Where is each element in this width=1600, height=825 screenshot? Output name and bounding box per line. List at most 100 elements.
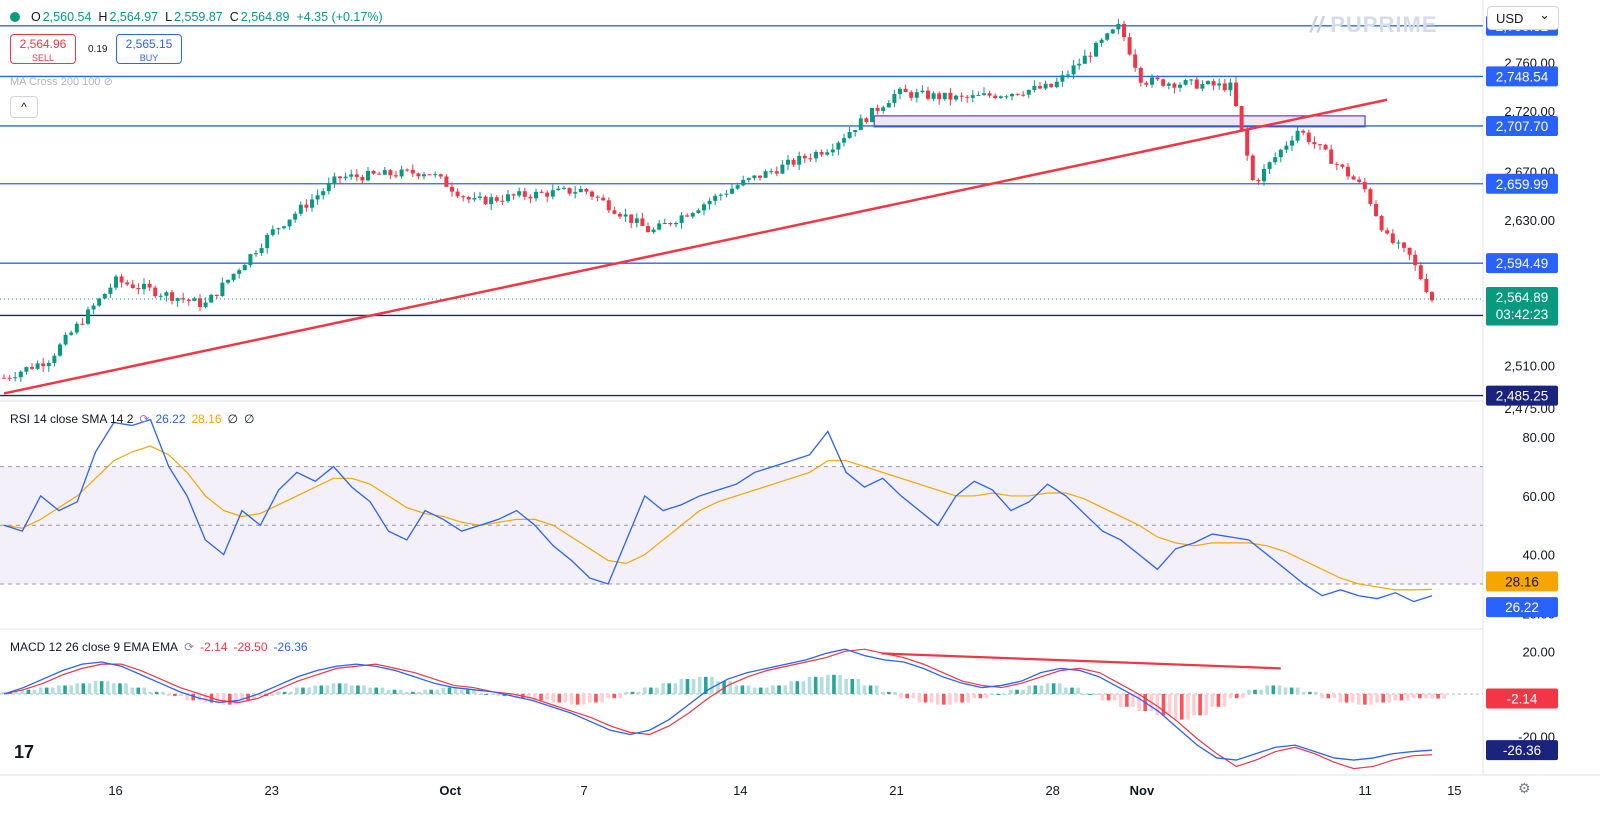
macd-histogram-bar bbox=[1436, 693, 1440, 699]
candle-body bbox=[1161, 79, 1166, 86]
candle-body bbox=[679, 215, 684, 223]
candle-body bbox=[528, 196, 533, 199]
macd-histogram-bar bbox=[1064, 687, 1068, 694]
candle-body bbox=[690, 213, 695, 217]
macd-histogram-bar bbox=[807, 676, 812, 694]
rsi-tick-label: 60.00 bbox=[1522, 489, 1555, 504]
candle-body bbox=[310, 199, 314, 208]
macd-histogram-bar bbox=[887, 691, 891, 694]
macd-histogram-bar bbox=[1027, 685, 1032, 694]
candle-body bbox=[214, 294, 219, 297]
candle-body bbox=[836, 142, 841, 150]
candle-body bbox=[1418, 265, 1423, 280]
candle-body bbox=[797, 155, 802, 165]
macd-histogram-bar bbox=[856, 679, 861, 694]
candle-body bbox=[276, 228, 281, 230]
candle-body bbox=[892, 93, 897, 104]
price-tick-label: 2,510.00 bbox=[1504, 359, 1555, 374]
candle-body bbox=[948, 92, 953, 100]
candle-body bbox=[97, 298, 102, 306]
macd-histogram-bar bbox=[960, 693, 964, 703]
macd-histogram-bar bbox=[356, 685, 360, 694]
buy-button[interactable]: 2,565.15 BUY bbox=[116, 34, 182, 64]
sell-label: SELL bbox=[31, 53, 55, 63]
candle-body bbox=[1402, 242, 1406, 248]
candle-body bbox=[1088, 55, 1093, 57]
macd-histogram-bar bbox=[862, 685, 867, 694]
macd-histogram-bar bbox=[929, 693, 934, 703]
candle-body bbox=[1334, 163, 1339, 165]
macd-histogram-bar bbox=[380, 687, 385, 694]
macd-histogram-bar bbox=[1137, 693, 1141, 712]
candle-body bbox=[338, 176, 342, 179]
candle-body bbox=[220, 282, 225, 297]
macd-histogram-bar bbox=[533, 693, 537, 701]
candle-body bbox=[618, 213, 622, 217]
macd-histogram-bar bbox=[740, 685, 745, 694]
macd-histogram-bar bbox=[911, 693, 916, 699]
candle-body bbox=[534, 191, 538, 199]
macd-histogram-bar bbox=[1033, 685, 1038, 694]
currency-label: USD bbox=[1496, 11, 1524, 26]
macd-histogram-bar bbox=[301, 687, 305, 694]
rsi-legend[interactable]: RSI 14 close SMA 14 2 ⟳ 26.22 28.16 ∅ ∅ bbox=[10, 412, 254, 426]
candle-body bbox=[612, 210, 617, 214]
ma-cross-legend[interactable]: MA Cross 200 100 ⊘ bbox=[10, 75, 113, 88]
collapse-legend-button[interactable]: ^ bbox=[10, 96, 38, 118]
macd-legend[interactable]: MACD 12 26 close 9 EMA EMA ⟳ -2.14 -28.5… bbox=[10, 640, 308, 654]
candle-body bbox=[1301, 130, 1306, 133]
candle-body bbox=[13, 377, 18, 379]
macd-histogram-bar bbox=[1106, 693, 1111, 701]
candle-body bbox=[1329, 149, 1334, 164]
price-level-tag bbox=[1486, 253, 1558, 274]
currency-select[interactable]: USD ⌄ bbox=[1487, 6, 1559, 30]
spread-value: 0.19 bbox=[88, 44, 108, 55]
macd-histogram-bar bbox=[752, 687, 757, 694]
settings-icon[interactable]: ⚙ bbox=[1518, 780, 1531, 796]
macd-histogram-bar bbox=[1076, 687, 1080, 694]
candle-body bbox=[7, 377, 12, 379]
macd-histogram-bar bbox=[765, 687, 769, 694]
eye-hidden-icon[interactable]: ⊘ bbox=[103, 76, 113, 88]
macd-histogram-bar bbox=[1003, 693, 1007, 695]
candle-body bbox=[1379, 215, 1384, 231]
macd-histogram-bar bbox=[1271, 685, 1276, 694]
candle-body bbox=[881, 107, 886, 111]
candle-body bbox=[1351, 176, 1356, 180]
refresh-icon[interactable]: ⟳ bbox=[184, 640, 195, 654]
macd-histogram-bar bbox=[557, 693, 562, 703]
candle-body bbox=[601, 197, 606, 201]
candle-body bbox=[718, 194, 723, 196]
macd-histogram-bar bbox=[417, 691, 421, 694]
macd-histogram-bar bbox=[69, 685, 73, 694]
macd-histogram-bar bbox=[44, 687, 49, 694]
macd-histogram-bar bbox=[612, 693, 617, 699]
candle-body bbox=[1066, 74, 1070, 76]
macd-histogram-bar bbox=[1088, 693, 1093, 695]
candle-body bbox=[1273, 157, 1278, 163]
macd-histogram-bar bbox=[954, 693, 958, 703]
candle-body bbox=[422, 174, 426, 177]
candle-body bbox=[623, 214, 628, 217]
candle-body bbox=[752, 175, 757, 179]
macd-histogram-bar bbox=[600, 693, 604, 703]
candle-body bbox=[416, 173, 421, 177]
price-level-label: 2,748.54 bbox=[1496, 69, 1549, 84]
macd-histogram-bar bbox=[899, 693, 903, 699]
macd-histogram-bar bbox=[270, 693, 275, 697]
candle-body bbox=[1082, 55, 1087, 64]
candle-body bbox=[685, 215, 690, 217]
refresh-icon[interactable]: ⟳ bbox=[139, 412, 150, 426]
candle-body bbox=[1054, 81, 1059, 88]
sell-button[interactable]: 2,564.96 SELL bbox=[10, 34, 76, 64]
candle-body bbox=[853, 130, 858, 133]
macd-histogram-bar bbox=[948, 693, 952, 705]
macd-histogram-bar bbox=[1375, 693, 1379, 703]
macd-histogram-bar bbox=[813, 676, 818, 694]
candle-body bbox=[1424, 279, 1429, 293]
candle-body bbox=[1312, 142, 1317, 145]
candle-body bbox=[668, 223, 673, 225]
candle-body bbox=[1234, 82, 1238, 106]
tradingview-logo[interactable]: 17 bbox=[14, 742, 35, 762]
